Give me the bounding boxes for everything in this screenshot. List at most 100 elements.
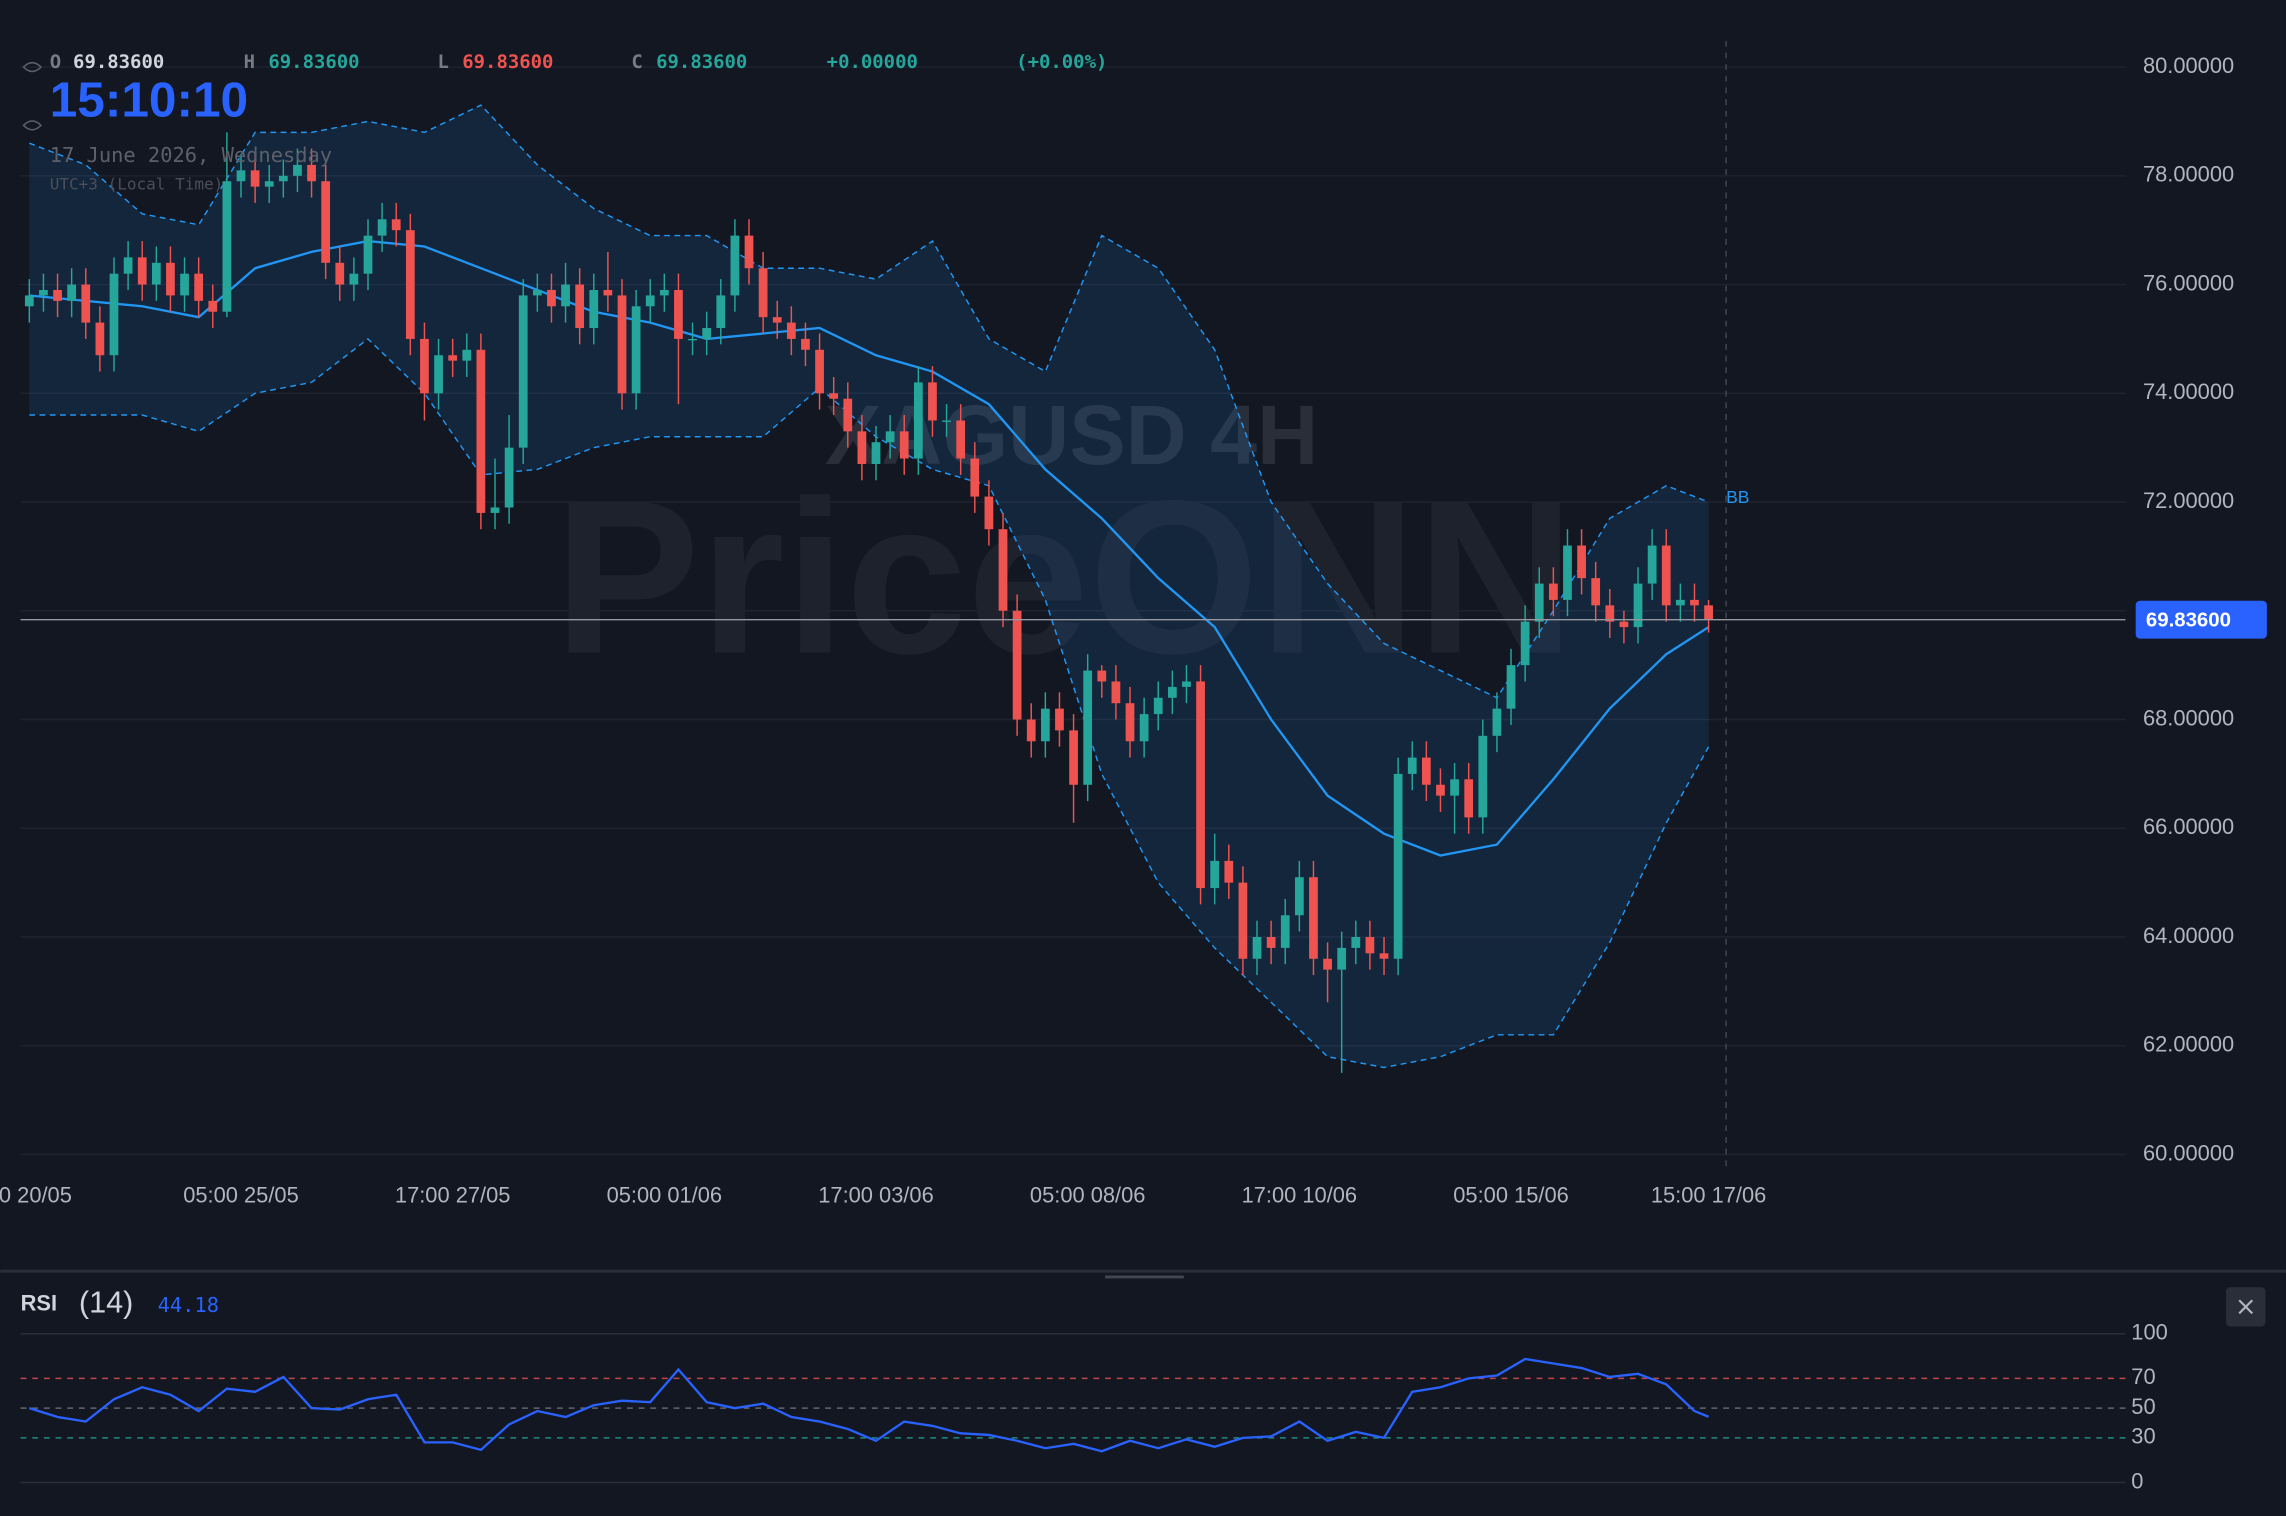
legend-label: L (437, 51, 448, 73)
candle-body (405, 230, 415, 339)
candle-body (1266, 937, 1276, 948)
candle-body (462, 349, 472, 361)
candle-body (659, 289, 669, 296)
candle-body (67, 284, 77, 301)
pane-close-button[interactable] (2226, 1287, 2266, 1327)
candle-body (1506, 665, 1516, 709)
candle-body (829, 393, 839, 399)
x-tick-label: 05:00 01/06 (607, 1183, 722, 1208)
candle-body (307, 164, 316, 182)
x-tick-label: 00 20/05 (0, 1183, 72, 1208)
candle-body (208, 300, 218, 312)
candle-body (321, 181, 331, 263)
candle-body (222, 181, 232, 312)
candle-body (1026, 719, 1036, 742)
plot-layer (20, 104, 2126, 1453)
y-tick-label: 50 (2131, 1394, 2155, 1419)
candle-body (264, 181, 274, 187)
candle-body (250, 170, 260, 187)
candle-body (617, 295, 627, 394)
candle-body (942, 420, 951, 422)
candle-body (1196, 681, 1205, 889)
y-tick-label: 30 (2131, 1424, 2155, 1449)
y-tick-label: 62.00000 (2143, 1032, 2234, 1057)
candle-body (1520, 621, 1530, 666)
y-tick-label: 78.00000 (2143, 162, 2234, 187)
candle-body (702, 328, 712, 339)
candle-body (1153, 697, 1163, 715)
rsi-line (28, 1357, 1710, 1453)
last-price-label: 69.83600 (2146, 610, 2231, 632)
candle-body (744, 235, 754, 269)
candle-body (1294, 877, 1304, 916)
y-tick-label: 0 (2131, 1468, 2143, 1493)
candle-body (1675, 599, 1685, 606)
candle-body (420, 338, 429, 394)
candle-body (1167, 686, 1177, 698)
candle-body (758, 268, 768, 318)
candle-body (1323, 958, 1332, 970)
y-tick-label: 66.00000 (2143, 814, 2234, 839)
legend-label: C (631, 51, 642, 73)
candle-body (81, 284, 91, 323)
candle-body (476, 349, 486, 513)
candle-body (166, 262, 175, 296)
candle-body (377, 219, 387, 236)
candle-body (1478, 735, 1488, 818)
ohlc-legend: O 69.83600 H 69.83600 L 69.83600 C 69.83… (22, 51, 1107, 131)
clock-time: 15:10:10 (50, 72, 248, 128)
candle-body (180, 273, 189, 296)
x-tick-label: 17:00 03/06 (818, 1183, 933, 1208)
candle-body (913, 382, 923, 459)
candle-body (1393, 773, 1403, 959)
rsi-title: RSI (21, 1290, 57, 1315)
candle-body (1450, 779, 1459, 796)
rsi-period: (14) (79, 1286, 133, 1320)
candle-body (1097, 670, 1107, 682)
candle-body (589, 289, 599, 329)
candle-body (815, 349, 824, 394)
candle-body (1690, 599, 1699, 606)
clock-date: 17 June 2026, Wednesday (50, 143, 332, 167)
eye-icon[interactable] (22, 120, 43, 131)
eye-icon[interactable] (22, 61, 43, 73)
candle-body (1619, 621, 1629, 628)
candle-body (1224, 860, 1234, 883)
bb-label: BB (1726, 487, 1749, 507)
candle-body (1139, 714, 1149, 742)
candle-body (1605, 605, 1615, 622)
legend-change-pct: (+0.00%) (1016, 51, 1107, 73)
candle-body (1563, 545, 1572, 600)
legend-value: 69.83600 (462, 51, 553, 73)
candle-body (504, 447, 514, 508)
candle-body (730, 235, 740, 296)
candle-body (194, 273, 204, 301)
candle-body (998, 529, 1008, 611)
candle-body (137, 257, 147, 285)
legend-value: 69.83600 (268, 51, 359, 73)
y-tick-label: 76.00000 (2143, 270, 2234, 295)
candle-body (490, 507, 500, 513)
x-tick-label: 17:00 27/05 (395, 1183, 510, 1208)
candle-body (53, 289, 62, 301)
bb-middle (29, 239, 1710, 857)
candle-body (1548, 583, 1558, 600)
candle-body (1210, 860, 1220, 889)
candle-body (575, 284, 585, 329)
candle-body (518, 295, 528, 448)
legend-change: +0.00000 (827, 51, 918, 73)
y-tick-label: 60.00000 (2143, 1140, 2234, 1165)
candle-body (984, 496, 994, 530)
candle-body (843, 398, 853, 432)
y-tick-label: 70 (2131, 1364, 2155, 1389)
candle-body (1182, 681, 1191, 687)
candle-body (109, 273, 119, 356)
candle-body (1309, 877, 1318, 959)
candle-body (39, 289, 48, 296)
candle-body (1012, 610, 1022, 720)
candle-body (1337, 947, 1347, 970)
x-tick-label: 05:00 15/06 (1453, 1183, 1568, 1208)
candle-body (236, 170, 246, 182)
candle-body (1464, 779, 1474, 818)
